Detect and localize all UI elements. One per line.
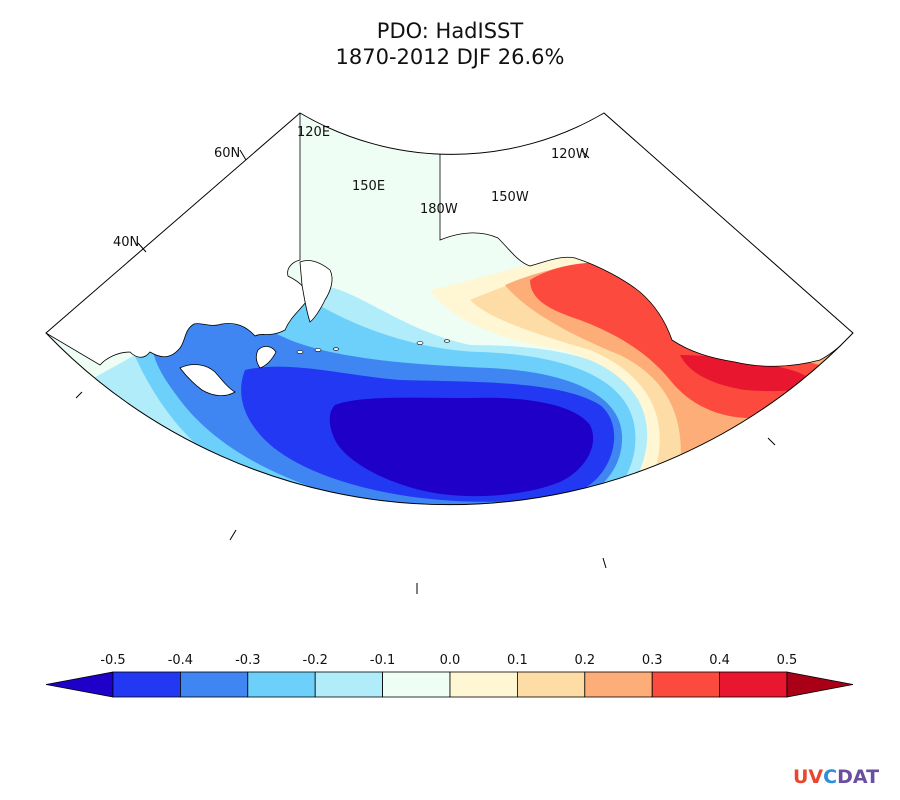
colorbar-tick-label: 0.1	[507, 653, 528, 668]
colorbar-tick-label: 0.3	[642, 653, 663, 668]
colorbar-box	[179, 671, 249, 698]
label-lon-180w: 180W	[420, 202, 458, 217]
colorbar-box	[651, 671, 721, 698]
logo-part1: UV	[793, 766, 824, 788]
field-pos05	[680, 355, 815, 392]
logo-part3: DAT	[837, 766, 880, 788]
label-lon-150e: 150E	[352, 179, 385, 194]
frame-ticks	[75, 149, 776, 594]
colorbar-ticks: -0.5 -0.4 -0.3 -0.2 -0.1 0.0 0.1 0.2 0.3 0.4 0.5	[100, 653, 797, 668]
land-sakhalin	[255, 346, 277, 369]
chart-title-line1: PDO: HadISST	[376, 19, 524, 43]
colorbar-box	[719, 671, 788, 698]
colorbar-box	[247, 671, 316, 698]
map-frame	[45, 112, 854, 506]
colorbar-tick-label: 0.4	[709, 653, 730, 668]
label-lon-120w: 120W	[551, 147, 589, 162]
colorbar-box	[584, 671, 653, 698]
logo-part2: C	[823, 766, 838, 788]
colorbar-tick-label: -0.4	[168, 653, 193, 668]
colorbar-arrow-low	[45, 671, 114, 698]
label-lat-60n: 60N	[214, 146, 240, 161]
colorbar-tick-label: 0.0	[440, 653, 461, 668]
colorbar-box	[449, 671, 518, 698]
colorbar-box	[517, 671, 586, 698]
label-lon-150w: 150W	[491, 190, 529, 205]
colorbar-tick-label: -0.5	[100, 653, 125, 668]
aleutian-islands	[296, 339, 450, 354]
colorbar-box	[382, 671, 451, 698]
uvcdat-logo: UVCDAT	[793, 766, 879, 788]
colorbar-box	[314, 671, 384, 698]
land-japan	[179, 364, 236, 396]
chart-title-line2: 1870-2012 DJF 26.6%	[335, 45, 565, 69]
label-lon-120e: 120E	[297, 125, 330, 140]
colorbar-tick-label: 0.2	[574, 653, 595, 668]
colorbar-box	[112, 671, 181, 698]
colorbar-arrow-high	[786, 671, 854, 698]
colorbar-tick-label: -0.3	[235, 653, 260, 668]
colorbar-tick-label: 0.5	[777, 653, 798, 668]
land-kamchatka	[299, 260, 333, 323]
field-neg05	[329, 397, 594, 497]
land-north-america	[439, 113, 853, 367]
colorbar-tick-label: -0.2	[303, 653, 328, 668]
colorbar-tick-label: -0.1	[370, 653, 395, 668]
label-lat-40n: 40N	[113, 235, 139, 250]
colorbar-boxes	[45, 671, 854, 698]
